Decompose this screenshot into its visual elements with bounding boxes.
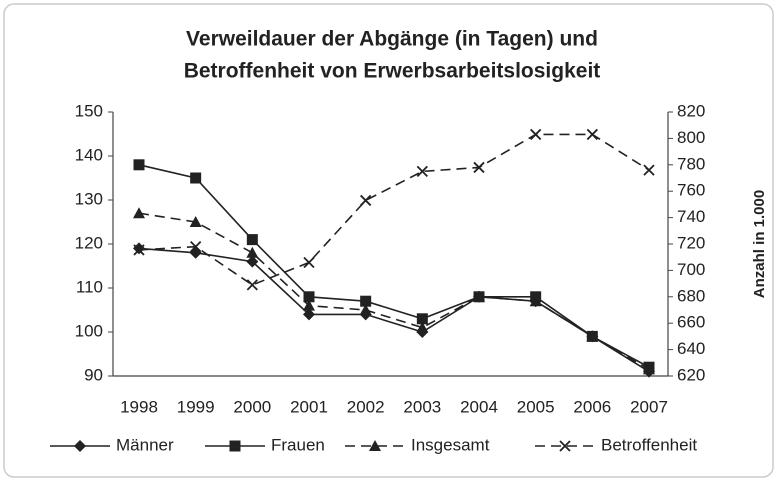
y2-tick-label: 700: [677, 260, 705, 279]
marker: [303, 256, 315, 269]
legend-label: Frauen: [271, 435, 325, 454]
frame: [3, 3, 774, 478]
marker: [246, 279, 258, 291]
marker: [190, 172, 202, 184]
y2-tick-label: 640: [677, 339, 705, 358]
marker: [473, 290, 485, 302]
chart-title: Betroffenheit von Erwerbsarbeitslosigkei…: [184, 60, 601, 83]
y-tick-label: 100: [75, 321, 103, 340]
marker: [246, 246, 259, 258]
legend-marker: [74, 440, 86, 452]
y-tick-label: 110: [76, 277, 103, 296]
marker: [360, 295, 372, 307]
marker: [360, 194, 372, 207]
marker: [303, 308, 315, 321]
series-line: [138, 212, 650, 371]
y2-tick-label: 800: [677, 128, 705, 147]
y-tick-label: 90: [84, 365, 103, 384]
x-tick-label: 1999: [177, 397, 215, 416]
x-tick-label: 2001: [290, 397, 328, 416]
y2-tick-label: 780: [677, 154, 705, 173]
x-tick-label: 2005: [517, 397, 555, 416]
legend-label: Betroffenheit: [601, 435, 697, 454]
marker: [246, 234, 258, 246]
marker: [133, 244, 145, 256]
y-tick-label: 150: [75, 101, 103, 120]
marker: [643, 164, 655, 176]
marker: [529, 295, 542, 307]
marker: [643, 363, 655, 375]
x-tick-label: 2006: [573, 397, 611, 416]
x-tick-label: 1998: [120, 397, 158, 416]
marker: [246, 255, 259, 268]
y2-tick-label: 720: [677, 233, 705, 252]
marker: [133, 242, 145, 255]
x-tick-label: 2002: [347, 397, 385, 416]
legend-marker: [369, 440, 381, 451]
marker: [303, 291, 315, 303]
y2-tick-label: 820: [677, 101, 705, 120]
x-tick-label: 2000: [233, 397, 271, 416]
marker: [189, 216, 202, 227]
marker: [530, 128, 542, 141]
marker: [416, 165, 428, 178]
marker: [190, 241, 202, 253]
y2-tick-label: 660: [677, 313, 705, 332]
x-tick-label: 2004: [460, 397, 498, 416]
y2-tick-label: 740: [677, 207, 705, 226]
marker: [303, 299, 315, 311]
x-tick-label: 2007: [630, 397, 668, 416]
y-tick-label: 140: [75, 145, 103, 164]
y2-axis-label: Anzahl in 1.000: [751, 190, 768, 298]
marker: [586, 330, 599, 342]
legend-label: Insgesamt: [411, 435, 490, 454]
y-tick-label: 130: [75, 189, 103, 208]
y2-tick-label: 760: [677, 181, 705, 200]
marker: [133, 207, 145, 219]
marker: [416, 313, 428, 325]
chart-title: Verweildauer der Abgänge (in Tagen) und: [186, 28, 598, 51]
marker: [473, 161, 485, 174]
marker: [359, 304, 372, 315]
marker: [416, 321, 429, 333]
marker: [586, 128, 598, 141]
series-line: [138, 164, 650, 368]
series-line: [138, 133, 650, 286]
y2-tick-label: 620: [677, 365, 705, 384]
y-tick-label: 120: [75, 233, 103, 252]
legend-marker: [559, 440, 571, 452]
legend-marker: [229, 440, 241, 452]
marker: [133, 159, 145, 171]
x-tick-label: 2003: [403, 397, 441, 416]
legend-label: Männer: [116, 435, 174, 454]
y2-tick-label: 680: [677, 286, 705, 305]
